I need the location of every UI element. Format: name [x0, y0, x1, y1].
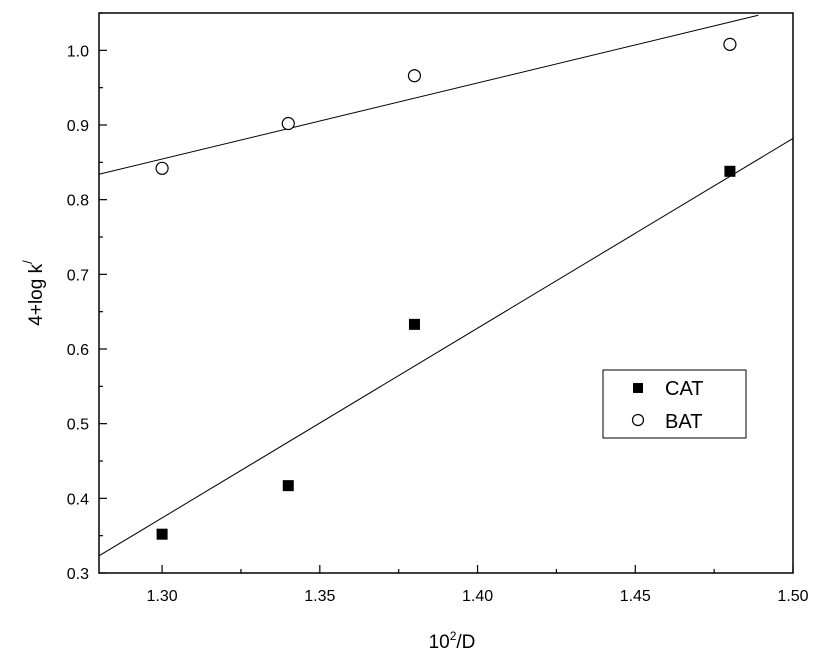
fit-line-cat [98, 138, 794, 557]
plot-content [98, 14, 794, 557]
x-tick-label: 1.50 [777, 588, 808, 605]
point-bat [407, 69, 422, 83]
point-cat [156, 528, 168, 540]
x-tick-label: 1.35 [304, 588, 335, 605]
y-tick-label: 0.3 [67, 566, 89, 583]
x-axis-title-sup: 2 [450, 629, 457, 643]
legend-marker-cat [633, 383, 643, 393]
point-cat [408, 318, 420, 330]
x-tick-labels: 1.30 1.35 1.40 1.45 1.50 [147, 588, 809, 605]
x-axis-title: 102/D [429, 629, 476, 653]
legend-label-cat: CAT [665, 378, 704, 400]
axis-ticks [99, 12, 794, 574]
legend: CAT BAT [602, 369, 747, 439]
point-bat [723, 37, 737, 51]
y-tick-labels: 0.3 0.4 0.5 0.6 0.7 0.8 0.9 1.0 [67, 43, 89, 583]
point-cat [724, 165, 736, 177]
y-tick-label: 1.0 [67, 43, 89, 60]
point-cat [282, 480, 294, 492]
y-tick-label: 0.8 [67, 193, 89, 210]
x-tick-label: 1.45 [620, 588, 651, 605]
x-axis-title-rest: /D [456, 632, 475, 653]
fit-line-bat [98, 14, 759, 175]
y-axis-title: 4+log k/ [20, 260, 47, 326]
point-bat [155, 161, 169, 175]
y-tick-label: 0.6 [67, 342, 89, 359]
x-axis-title-base: 10 [429, 632, 450, 653]
legend-marker-bat [631, 413, 645, 427]
x-tick-label: 1.30 [147, 588, 178, 605]
plot-frame [98, 12, 794, 574]
y-tick-label: 0.5 [67, 417, 89, 434]
x-tick-label: 1.40 [462, 588, 493, 605]
y-axis-title-main: 4+log k [26, 263, 47, 325]
y-axis-title-sup: / [20, 260, 35, 264]
y-tick-label: 0.9 [67, 118, 89, 135]
point-bat [281, 116, 295, 131]
y-tick-label: 0.4 [67, 491, 89, 508]
legend-box [602, 369, 747, 439]
legend-label-bat: BAT [665, 411, 702, 433]
y-tick-label: 0.7 [67, 267, 89, 284]
